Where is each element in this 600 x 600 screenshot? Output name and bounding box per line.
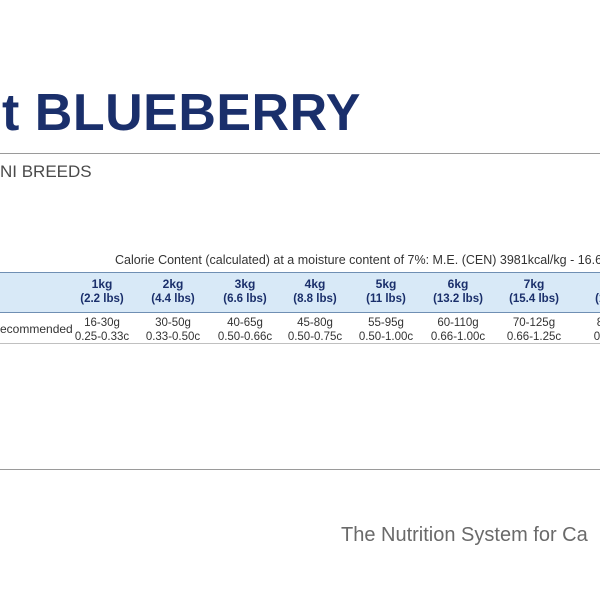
weight-kg: 5kg (375, 277, 397, 291)
weight-kg: 8 (570, 277, 600, 292)
amount-cups: 0.25-0.33c (74, 331, 130, 343)
feeding-amount-cell: 16-30g 0.25-0.33c (67, 316, 137, 344)
feeding-amount-cell: 60-110g 0.66-1.00c (423, 316, 493, 344)
weight-kg: 4kg (304, 277, 326, 291)
feeding-amount-cell: 70-125g 0.66-1.25c (499, 316, 569, 344)
feeding-amount-cell: 45-80g 0.50-0.75c (280, 316, 350, 344)
weight-header-band (0, 272, 600, 313)
footer-divider (0, 469, 600, 470)
product-subtitle: NI BREEDS (0, 162, 92, 181)
amount-cups: 0.50-1.00c (358, 331, 414, 343)
weight-column-header: 6kg (13.2 lbs) (423, 277, 493, 307)
recommended-row-label: ecommended (0, 322, 73, 336)
weight-column-header: 7kg (15.4 lbs) (499, 277, 569, 307)
feeding-amount-cell: 80- 0.75 (570, 316, 600, 344)
weight-kg: 1kg (91, 277, 113, 291)
weight-column-header: 8(17. (570, 277, 600, 307)
feeding-amount-cell: 40-65g 0.50-0.66c (210, 316, 280, 344)
feeding-amount-cell: 55-95g 0.50-1.00c (351, 316, 421, 344)
amount-grams: 45-80g (297, 317, 333, 329)
product-title: t BLUEBERRY (2, 84, 361, 142)
table-row-divider (0, 343, 600, 344)
weight-column-header: 1kg (2.2 lbs) (67, 277, 137, 307)
amount-grams: 16-30g (84, 317, 120, 329)
amount-cups: 0.75 (593, 331, 600, 343)
weight-lbs: (17. (595, 293, 600, 305)
amount-grams: 55-95g (368, 317, 404, 329)
amount-grams: 40-65g (227, 317, 263, 329)
weight-kg: 3kg (234, 277, 256, 291)
weight-lbs: (13.2 lbs) (433, 293, 483, 305)
calorie-content-note: Calorie Content (calculated) at a moistu… (115, 253, 600, 267)
amount-cups: 0.50-0.75c (287, 331, 343, 343)
weight-kg: 7kg (523, 277, 545, 291)
weight-column-header: 2kg (4.4 lbs) (138, 277, 208, 307)
amount-cups: 0.66-1.00c (430, 331, 486, 343)
footer-tagline: The Nutrition System for Ca (341, 524, 588, 546)
amount-grams: 30-50g (155, 317, 191, 329)
amount-grams: 70-125g (512, 317, 556, 329)
amount-grams: 80- (596, 317, 600, 329)
weight-column-header: 3kg (6.6 lbs) (210, 277, 280, 307)
amount-cups: 0.66-1.25c (506, 331, 562, 343)
amount-cups: 0.33-0.50c (145, 331, 201, 343)
weight-lbs: (8.8 lbs) (293, 293, 337, 305)
weight-lbs: (6.6 lbs) (223, 293, 267, 305)
weight-lbs: (15.4 lbs) (509, 293, 559, 305)
weight-lbs: (2.2 lbs) (80, 293, 124, 305)
weight-column-header: 4kg (8.8 lbs) (280, 277, 350, 307)
weight-column-header: 5kg (11 lbs) (351, 277, 421, 307)
feeding-amount-cell: 30-50g 0.33-0.50c (138, 316, 208, 344)
amount-grams: 60-110g (437, 317, 479, 329)
weight-kg: 6kg (447, 277, 469, 291)
amount-cups: 0.50-0.66c (217, 331, 273, 343)
weight-kg: 2kg (162, 277, 184, 291)
title-divider (0, 153, 600, 154)
weight-lbs: (11 lbs) (366, 293, 406, 305)
weight-lbs: (4.4 lbs) (151, 293, 195, 305)
